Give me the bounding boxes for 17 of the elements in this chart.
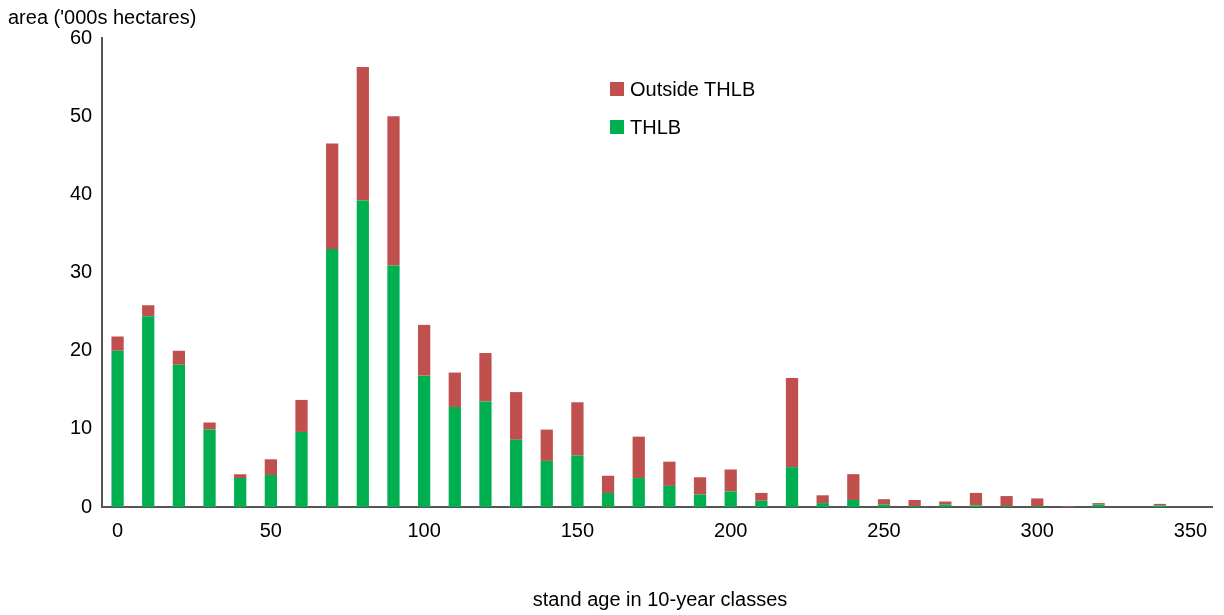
y-tick-label: 20 [70, 338, 93, 361]
y-tick-label: 0 [81, 494, 93, 517]
legend-label: Outside THLB [630, 77, 756, 101]
x-tick-label: 0 [112, 518, 124, 541]
y-tick-label: 10 [70, 416, 93, 439]
y-tick-label: 30 [70, 260, 93, 283]
x-tick-label: 250 [867, 518, 901, 541]
x-tick-label: 200 [714, 518, 748, 541]
x-tick-label: 300 [1020, 518, 1054, 541]
x-tick-label: 150 [560, 518, 595, 541]
x-tick-label: 50 [259, 518, 282, 541]
y-tick-label: 50 [70, 103, 93, 126]
x-tick-label: 100 [407, 518, 441, 541]
y-tick-label: 40 [70, 181, 93, 204]
x-axis-title: stand age in 10-year classes [531, 588, 789, 611]
x-tick-label: 350 [1173, 518, 1208, 541]
legend-label: THLB [630, 115, 682, 139]
